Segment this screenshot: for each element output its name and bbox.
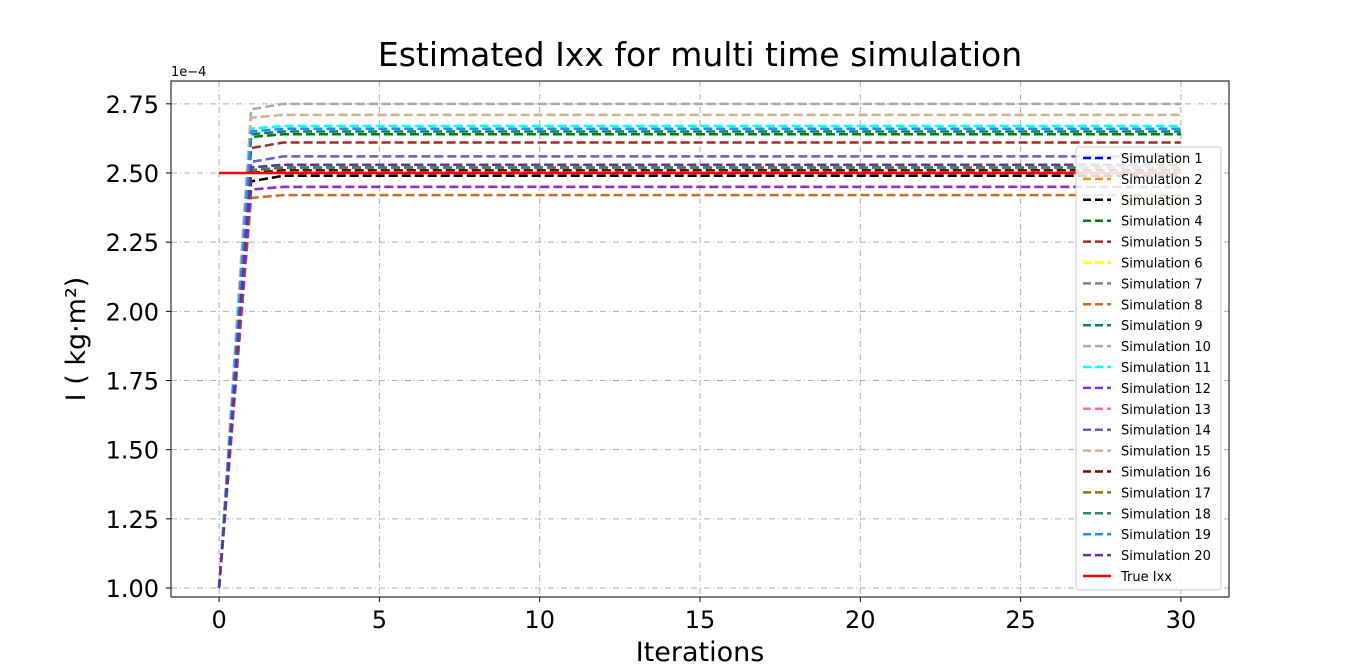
legend-label: Simulation 8	[1121, 298, 1203, 313]
legend-label: True Ixx	[1120, 570, 1172, 585]
x-tick-label: 20	[845, 606, 876, 634]
x-tick-label: 30	[1166, 606, 1197, 634]
legend-label: Simulation 9	[1121, 319, 1203, 334]
y-tick-label: 1.00	[106, 575, 159, 603]
y-offset-label: 1e−4	[171, 65, 206, 80]
legend-label: Simulation 11	[1121, 361, 1211, 376]
x-tick-label: 10	[524, 606, 555, 634]
legend-label: Simulation 4	[1121, 215, 1203, 230]
y-tick-label: 2.25	[106, 229, 159, 257]
x-tick-label: 15	[685, 606, 716, 634]
y-tick-label: 1.25	[106, 506, 159, 534]
y-tick-label: 1.75	[106, 368, 159, 396]
legend-label: Simulation 20	[1121, 549, 1211, 564]
legend-label: Simulation 12	[1121, 382, 1211, 397]
legend-label: Simulation 15	[1121, 445, 1211, 460]
legend-label: Simulation 17	[1121, 486, 1211, 501]
y-axis-label: I ( kg·m²)	[61, 277, 92, 402]
plot-area: 0 5 10 15 20 25 30 1.00 1.25 1.50 1.75 2.00 2.25 2.50…	[106, 80, 1230, 634]
y-tick-label: 1.50	[106, 437, 159, 465]
legend-label: Simulation 13	[1121, 403, 1211, 418]
x-tick-label: 0	[211, 606, 226, 634]
legend-label: Simulation 19	[1121, 528, 1211, 543]
series-line-simulation-19	[217, 127, 1181, 589]
legend-box	[1075, 146, 1222, 591]
series-line-simulation-5	[217, 141, 1181, 589]
series-line-simulation-11	[217, 124, 1181, 589]
legend: Simulation 1 Simulation 2 Simulation 3 Simu…	[1075, 146, 1222, 591]
y-tick-label: 2.00	[106, 298, 159, 326]
legend-label: Simulation 16	[1121, 466, 1211, 481]
legend-label: Simulation 14	[1121, 424, 1211, 439]
x-tick-label: 25	[1005, 606, 1036, 634]
legend-label: Simulation 2	[1121, 173, 1203, 188]
legend-label: Simulation 10	[1121, 340, 1211, 355]
chart-title: Estimated Ixx for multi time simulation	[378, 35, 1022, 74]
legend-label: Simulation 6	[1121, 257, 1203, 272]
legend-label: Simulation 5	[1121, 236, 1203, 251]
legend-label: Simulation 7	[1121, 277, 1203, 292]
x-tick-label: 5	[372, 606, 387, 634]
legend-label: Simulation 3	[1121, 194, 1203, 209]
legend-label: Simulation 1	[1121, 152, 1203, 167]
x-axis-label: Iterations	[636, 637, 765, 668]
legend-label: Simulation 18	[1121, 507, 1211, 522]
y-tick-label: 2.75	[106, 91, 159, 119]
series-line-simulation-20	[217, 163, 1181, 589]
y-tick-label: 2.50	[106, 160, 159, 188]
